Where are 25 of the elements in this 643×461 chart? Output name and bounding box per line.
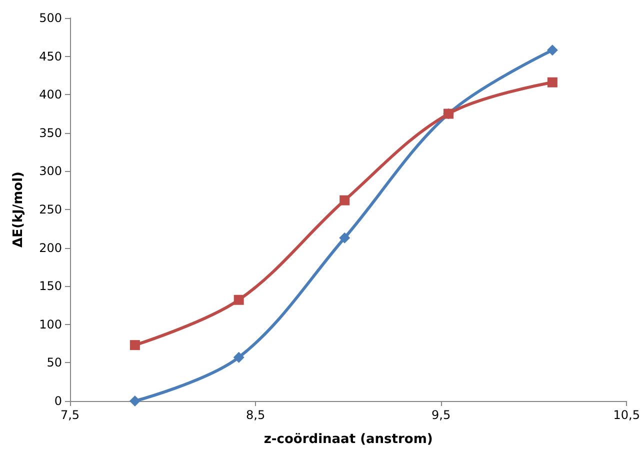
- point: [234, 294, 244, 305]
- point: [546, 44, 558, 56]
- x-tick-label: 9,5: [432, 408, 451, 422]
- y-tick-label: 0: [54, 394, 62, 408]
- point: [339, 232, 350, 244]
- point: [233, 352, 244, 363]
- point: [547, 77, 558, 88]
- x-tick-label: 7,5: [60, 408, 80, 422]
- x-tick-label: 8,5: [246, 408, 266, 422]
- point: [130, 340, 140, 350]
- y-tick-label: 250: [39, 202, 62, 216]
- x-tick-label: 10,5: [613, 408, 640, 422]
- y-tick-label: 200: [39, 240, 62, 255]
- point: [340, 195, 350, 206]
- y-tick-label: 400: [39, 88, 62, 102]
- point: [129, 396, 140, 406]
- y-tick-label: 450: [39, 49, 62, 64]
- y-tick-label: 100: [39, 317, 62, 332]
- x-axis-title: z-coördinaat (anstrom): [264, 432, 433, 447]
- y-tick-label: 50: [46, 356, 62, 370]
- y-tick-label: 300: [39, 164, 62, 178]
- y-tick-label: 350: [39, 126, 62, 140]
- y-axis-title: ΔE(kJ/mol): [11, 172, 26, 248]
- y-tick-label: 500: [39, 11, 62, 25]
- y-tick-label: 150: [39, 279, 62, 294]
